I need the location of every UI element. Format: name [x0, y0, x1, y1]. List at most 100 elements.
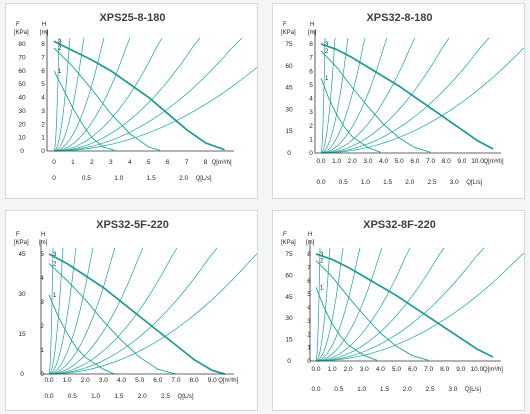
- flow-m3h-tick-label: 6.0: [410, 158, 419, 165]
- flow-m3h-tick-label: 7.0: [171, 377, 180, 384]
- kpa-tick-label: 60: [285, 272, 293, 279]
- pump-curve-max-highlight: [320, 43, 494, 150]
- curve-label-2: 2: [53, 262, 57, 268]
- system-curve-6: [53, 37, 163, 152]
- flow-m3h-tick-label: 6: [166, 159, 170, 166]
- kpa-tick-label: 30: [18, 108, 26, 115]
- flow-ls-axis-label: Q[L/s]: [178, 394, 194, 400]
- kpa-tick-label: 45: [285, 85, 293, 92]
- flow-ls-tick-label: 3.0: [450, 179, 459, 186]
- system-curve-4: [53, 37, 105, 152]
- pump-curve-speed-2: [315, 260, 429, 361]
- head-tick-label: 8: [307, 251, 311, 258]
- head-tick-label: 3: [307, 318, 311, 325]
- chart-title: XPS32-8-180: [366, 12, 432, 24]
- system-curve-9: [320, 47, 524, 154]
- flow-ls-tick-label: 2.5: [161, 393, 170, 400]
- head-axis-unit: [m]: [308, 30, 317, 36]
- kpa-axis-letter: F: [16, 232, 20, 238]
- kpa-tick-label: 40: [18, 95, 26, 102]
- flow-m3h-tick-label: 9.0: [457, 158, 466, 165]
- kpa-tick-label: 0: [20, 148, 24, 155]
- flow-ls-tick-label: 2.0: [138, 393, 147, 400]
- flow-m3h-tick-label: 2.0: [81, 377, 90, 384]
- kpa-tick-label: 0: [20, 371, 24, 378]
- system-curve-9: [48, 253, 257, 375]
- kpa-tick-label: 60: [18, 68, 26, 75]
- chart-panel-xps32-5f-220: XPS32-5F-220 3 2 1 F [KPa] H [m] 0 1 2 3 4 5 0 15 30 45 0.…: [5, 210, 258, 411]
- system-curve-1: [320, 37, 326, 154]
- flow-ls-tick-label: 0.0: [311, 386, 320, 393]
- kpa-tick-label: 10: [18, 135, 26, 142]
- flow-m3h-tick-label: 5.0: [392, 366, 401, 373]
- kpa-tick-label: 0: [287, 358, 291, 365]
- kpa-tick-label: 15: [285, 128, 293, 135]
- flow-m3h-tick-label: 6.0: [408, 366, 417, 373]
- head-axis-unit: [m]: [306, 240, 315, 246]
- pump-curve-speed-1: [48, 294, 115, 375]
- flow-m3h-axis-label: Q[m³/h]: [484, 159, 504, 165]
- flow-m3h-tick-label: 8.0: [190, 377, 199, 384]
- kpa-tick-label: 70: [18, 54, 26, 61]
- system-curve-2: [53, 37, 71, 152]
- curve-label-1: 1: [325, 76, 329, 82]
- pump-curve-chart-xps32-8-180: XPS32-8-180321F[KPa]H[m]0123456780153045…: [281, 12, 524, 186]
- flow-m3h-tick-label: 1.0: [63, 377, 72, 384]
- flow-m3h-tick-label: 4.0: [117, 377, 126, 384]
- flow-ls-tick-label: 3.0: [448, 386, 457, 393]
- flow-ls-tick-label: 2.5: [427, 179, 436, 186]
- kpa-tick-label: 60: [285, 63, 293, 70]
- flow-ls-tick-label: 0.5: [339, 179, 348, 186]
- chart-title: XPS32-5F-220: [96, 219, 169, 231]
- kpa-tick-label: 75: [285, 251, 293, 258]
- system-curve-3: [320, 37, 349, 154]
- kpa-tick-label: 80: [18, 41, 26, 48]
- flow-ls-tick-label: 1.5: [380, 386, 389, 393]
- flow-m3h-tick-label: 0: [52, 159, 56, 166]
- system-curve-7: [320, 37, 450, 154]
- kpa-axis-unit: [KPa]: [14, 30, 29, 36]
- flow-m3h-axis-label: Q[m³/h]: [212, 160, 232, 166]
- pump-curve-speed-1: [53, 70, 115, 151]
- flow-ls-tick-label: 0.5: [334, 386, 343, 393]
- head-axis-letter: H: [41, 232, 45, 238]
- pump-curve-chart-xps25-8-180: XPS25-8-180321F[KPa]H[m]0123456780102030…: [14, 12, 257, 182]
- system-curve-5: [53, 37, 131, 152]
- flow-ls-tick-label: 2.0: [405, 179, 414, 186]
- head-tick-label: 0: [40, 371, 44, 378]
- kpa-axis-letter: F: [283, 232, 287, 238]
- flow-m3h-tick-label: 7.0: [424, 366, 433, 373]
- pump-curve-max-highlight: [53, 40, 225, 151]
- head-tick-label: 7: [41, 54, 45, 61]
- flow-m3h-tick-label: 8: [204, 159, 208, 166]
- pump-curve-speed-3: [53, 40, 225, 151]
- head-tick-label: 2: [41, 121, 45, 128]
- head-axis-letter: H: [42, 22, 46, 28]
- system-curve-5: [48, 247, 116, 375]
- curve-label-3: 3: [325, 42, 329, 48]
- head-tick-label: 2: [40, 323, 44, 330]
- flow-ls-tick-label: 1.0: [91, 393, 100, 400]
- system-curve-9: [53, 66, 257, 152]
- kpa-tick-label: 45: [285, 294, 293, 301]
- flow-ls-tick-label: 1.5: [114, 393, 123, 400]
- curve-label-3: 3: [53, 252, 57, 258]
- head-tick-label: 8: [309, 41, 313, 48]
- system-curve-6: [320, 37, 416, 154]
- head-tick-label: 6: [41, 68, 45, 75]
- flow-ls-tick-label: 0: [52, 175, 56, 182]
- flow-m3h-tick-label: 2.0: [344, 366, 353, 373]
- head-tick-label: 7: [309, 55, 313, 62]
- system-curve-2: [320, 37, 336, 154]
- curve-label-3: 3: [320, 252, 324, 258]
- flow-ls-axis-label: Q[L/s]: [466, 180, 482, 186]
- flow-ls-tick-label: 0.0: [44, 393, 53, 400]
- head-tick-label: 1: [307, 345, 311, 352]
- curve-label-1: 1: [53, 293, 57, 299]
- head-tick-label: 0: [309, 150, 313, 157]
- flow-m3h-tick-label: 2: [90, 159, 94, 166]
- flow-m3h-tick-label: 2.0: [348, 158, 357, 165]
- chart-panel-xps32-8-180: XPS32-8-180 3 2 1 F [KPa] H [m] 0 1 2 3 4 5 6 7 8 0 15 30 45…: [272, 3, 525, 199]
- pump-curve-max-highlight: [48, 253, 226, 375]
- flow-m3h-tick-label: 0.0: [316, 158, 325, 165]
